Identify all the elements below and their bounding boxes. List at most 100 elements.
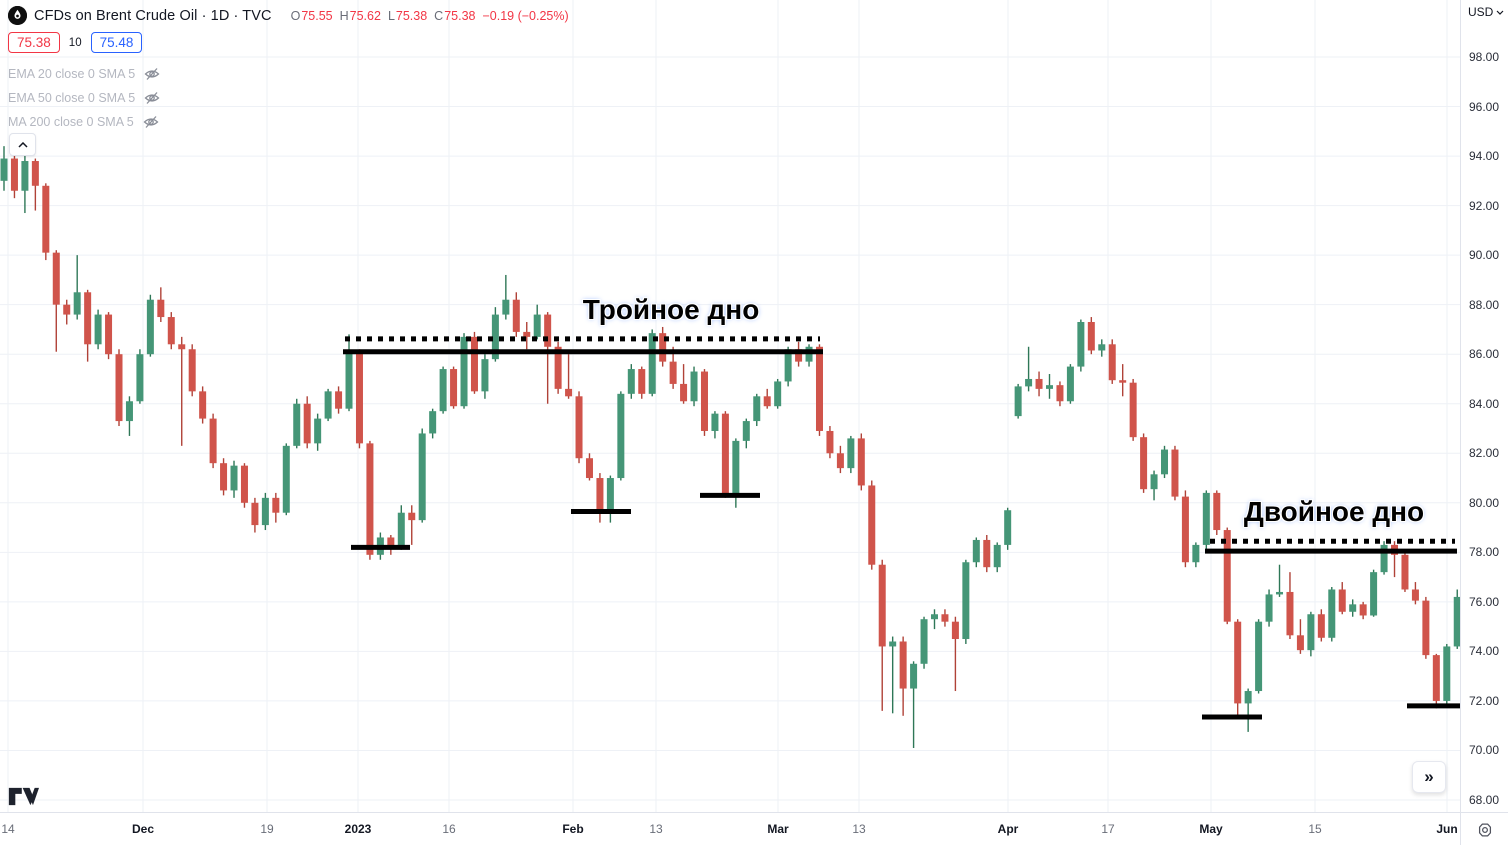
candle-up	[920, 619, 928, 664]
candle-up	[94, 314, 102, 345]
symbol-logo-icon	[8, 6, 27, 25]
candle-down	[31, 161, 39, 186]
candle-up	[1150, 474, 1158, 490]
candle-up	[742, 421, 750, 441]
candle-up	[1098, 344, 1106, 351]
candle-down	[199, 391, 207, 419]
candle-down	[596, 478, 604, 511]
candle-up	[962, 562, 970, 640]
candle-down	[544, 314, 552, 347]
candle-up	[73, 292, 81, 315]
candle-up	[1161, 449, 1169, 475]
indicator-legend: EMA 20 close 0 SMA 5 EMA 50 close 0 SMA …	[8, 62, 160, 134]
symbol-title[interactable]: CFDs on Brent Crude Oil · 1D · TVC	[34, 7, 272, 24]
candle-up	[1066, 366, 1074, 402]
currency-dropdown[interactable]: USD	[1468, 5, 1504, 19]
double-bottom-label[interactable]: Двойное дно	[1243, 496, 1425, 527]
candle-down	[669, 361, 677, 384]
candle-down	[42, 185, 50, 253]
scroll-to-recent-button[interactable]: »	[1412, 761, 1446, 793]
eye-off-icon[interactable]	[144, 90, 160, 106]
candle-up	[293, 403, 301, 446]
candle-down	[857, 438, 865, 486]
candle-down	[899, 641, 907, 689]
indicator-row-ema20[interactable]: EMA 20 close 0 SMA 5	[8, 62, 160, 86]
time-axis-label: 16	[442, 822, 456, 836]
price-axis-label: 70.00	[1469, 743, 1500, 758]
eye-off-icon[interactable]	[144, 66, 160, 82]
candle-up	[146, 299, 154, 355]
candle-down	[1296, 635, 1304, 651]
price-axis-label: 72.00	[1469, 693, 1500, 708]
candle-down	[335, 391, 343, 409]
candle-up	[1014, 386, 1022, 417]
candle-up	[753, 396, 761, 422]
candle-down	[585, 458, 593, 479]
tradingview-logo[interactable]	[8, 787, 39, 811]
candle-up	[1004, 510, 1012, 545]
price-axis-label: 74.00	[1469, 644, 1500, 659]
candle-up	[972, 539, 980, 563]
time-axis-label: Feb	[562, 822, 584, 836]
price-axis-label: 98.00	[1469, 50, 1500, 64]
candle-up	[1025, 378, 1033, 387]
close-value: 75.38	[444, 8, 476, 23]
candle-down	[1087, 322, 1095, 351]
price-axis[interactable]: USD 98.00 96.00 94.00 92.00 90.00 88.00 86.00 8…	[1460, 0, 1508, 812]
price-axis-label: 86.00	[1469, 347, 1500, 362]
chart-plot-area[interactable]: CFDs on Brent Crude Oil · 1D · TVC O75.5…	[0, 0, 1460, 812]
candle-down	[52, 252, 60, 305]
chevron-down-icon	[1496, 10, 1504, 15]
candle-down	[1129, 382, 1137, 438]
chevron-double-right-icon: »	[1424, 767, 1434, 786]
candle-down	[387, 537, 395, 548]
price-axis-label: 94.00	[1469, 149, 1500, 164]
candle-down	[408, 512, 416, 521]
candle-up	[324, 391, 332, 419]
ohlc-values: O75.55 H75.62 L75.38 C75.38 −0.19 (−0.25…	[290, 8, 569, 23]
currency-label: USD	[1468, 5, 1494, 19]
candle-down	[1317, 614, 1325, 638]
candle-down	[167, 317, 175, 345]
price-axis-label: 96.00	[1469, 99, 1500, 114]
candle-up	[1453, 596, 1460, 647]
price-axis-label: 88.00	[1469, 297, 1500, 312]
candle-up	[345, 351, 353, 409]
ask-price-button[interactable]: 75.48	[90, 32, 143, 53]
indicator-row-ma200[interactable]: MA 200 close 0 SMA 5	[8, 110, 160, 134]
candle-down	[1171, 449, 1179, 497]
time-axis-label: 15	[1308, 822, 1322, 836]
candle-down	[209, 418, 217, 464]
candle-up	[491, 314, 499, 360]
candle-down	[721, 413, 729, 495]
candle-up	[429, 411, 437, 434]
price-axis-label: 82.00	[1469, 446, 1500, 461]
candle-down	[355, 351, 363, 444]
candle-up	[230, 465, 238, 491]
candle-up	[533, 314, 541, 337]
candle-up	[460, 336, 468, 407]
candle-down	[1234, 621, 1242, 704]
time-axis-label: 19	[260, 822, 274, 836]
candle-down	[565, 388, 573, 397]
indicator-row-ema50[interactable]: EMA 50 close 0 SMA 5	[8, 86, 160, 110]
candle-up	[418, 433, 426, 521]
candle-down	[178, 344, 186, 350]
time-axis[interactable]: 14 Dec 19 2023 16 Feb 13 Mar 13 Apr 17 May 15 Jun	[0, 812, 1460, 845]
gear-icon[interactable]	[1476, 821, 1494, 839]
time-axis-label: Jun	[1436, 822, 1458, 836]
bid-price-button[interactable]: 75.38	[8, 32, 60, 53]
candlestick-chart[interactable]	[0, 0, 1460, 812]
candle-up	[1443, 646, 1451, 701]
candle-up	[136, 354, 144, 402]
candle-up	[21, 161, 29, 191]
eye-off-icon[interactable]	[143, 114, 159, 130]
triple-bottom-label[interactable]: Тройное дно	[582, 294, 760, 325]
candle-down	[220, 463, 228, 491]
candle-up	[1192, 544, 1200, 563]
candle-down	[512, 299, 520, 332]
collapse-legend-button[interactable]	[9, 133, 36, 156]
candle-up	[627, 369, 635, 394]
candle-down	[659, 333, 667, 362]
candle-down	[523, 331, 531, 337]
